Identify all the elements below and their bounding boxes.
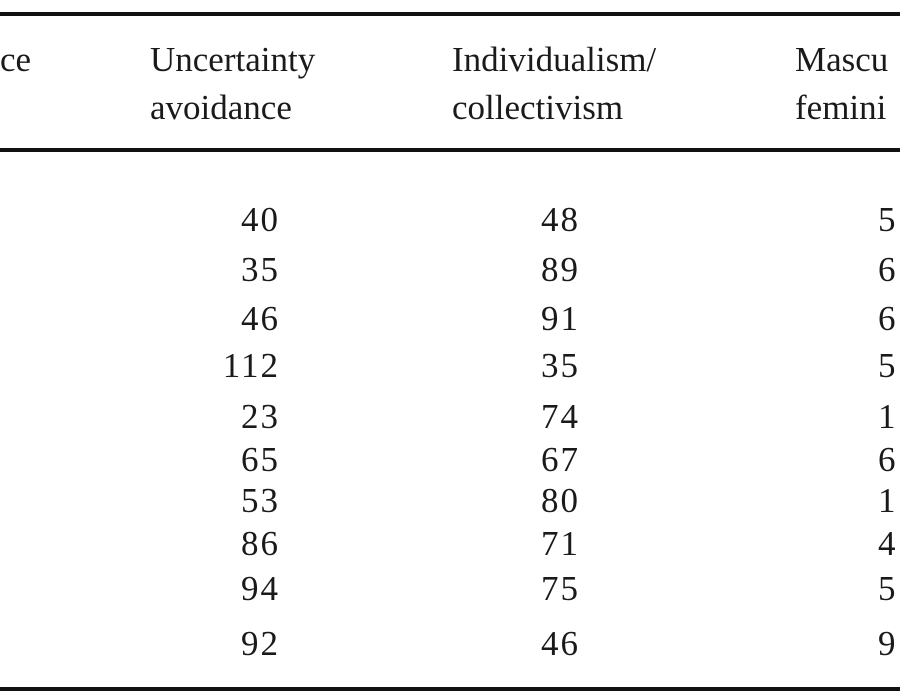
cell-individualism: 35 xyxy=(541,346,580,385)
cell-uncertainty-avoidance: 86 xyxy=(241,524,280,563)
cell-individualism: 89 xyxy=(541,250,580,289)
cell-uncertainty-avoidance: 35 xyxy=(241,250,280,289)
header-masculinity-femininity: Mascu femini xyxy=(795,36,888,132)
cell-masculinity: 1 xyxy=(878,481,898,520)
header-power-distance-fragment: ce xyxy=(0,36,31,84)
cell-uncertainty-avoidance: 94 xyxy=(241,569,280,608)
cell-individualism: 67 xyxy=(541,440,580,479)
header-individualism-line-2: collectivism xyxy=(452,88,624,127)
cell-masculinity: 6 xyxy=(878,250,898,289)
cell-masculinity: 5 xyxy=(878,200,898,239)
cell-individualism: 91 xyxy=(541,299,580,338)
cell-individualism: 80 xyxy=(541,481,580,520)
header-uncertainty-avoidance: Uncertainty avoidance xyxy=(150,36,315,132)
cell-uncertainty-avoidance: 92 xyxy=(241,624,280,663)
cell-uncertainty-avoidance: 40 xyxy=(241,200,280,239)
cell-uncertainty-avoidance: 46 xyxy=(241,299,280,338)
header-masculinity-line-1: Mascu xyxy=(795,40,889,79)
cell-uncertainty-avoidance: 23 xyxy=(241,397,280,436)
cell-uncertainty-avoidance: 112 xyxy=(222,346,280,385)
cell-uncertainty-avoidance: 65 xyxy=(241,440,280,479)
cell-masculinity: 9 xyxy=(878,624,898,663)
cell-masculinity: 4 xyxy=(878,524,898,563)
cell-masculinity: 6 xyxy=(878,299,898,338)
cell-masculinity: 1 xyxy=(878,397,898,436)
cell-individualism: 74 xyxy=(541,397,580,436)
cell-individualism: 75 xyxy=(541,569,580,608)
header-masculinity-line-2: femini xyxy=(795,88,887,127)
cell-masculinity: 5 xyxy=(878,569,898,608)
cell-individualism: 46 xyxy=(541,624,580,663)
header-individualism-line-1: Individualism/ xyxy=(452,40,657,79)
header-power-distance-text: ce xyxy=(0,40,32,79)
cell-masculinity: 6 xyxy=(878,440,898,479)
cell-individualism: 71 xyxy=(541,524,580,563)
table-bottom-rule xyxy=(0,687,900,691)
table-top-rule xyxy=(0,12,900,16)
table-header-rule xyxy=(0,148,900,152)
cell-masculinity: 5 xyxy=(878,346,898,385)
header-individualism-collectivism: Individualism/ collectivism xyxy=(452,36,656,132)
cell-uncertainty-avoidance: 53 xyxy=(241,481,280,520)
cell-individualism: 48 xyxy=(541,200,580,239)
header-uncertainty-line-1: Uncertainty xyxy=(150,40,316,79)
header-uncertainty-line-2: avoidance xyxy=(150,88,292,127)
